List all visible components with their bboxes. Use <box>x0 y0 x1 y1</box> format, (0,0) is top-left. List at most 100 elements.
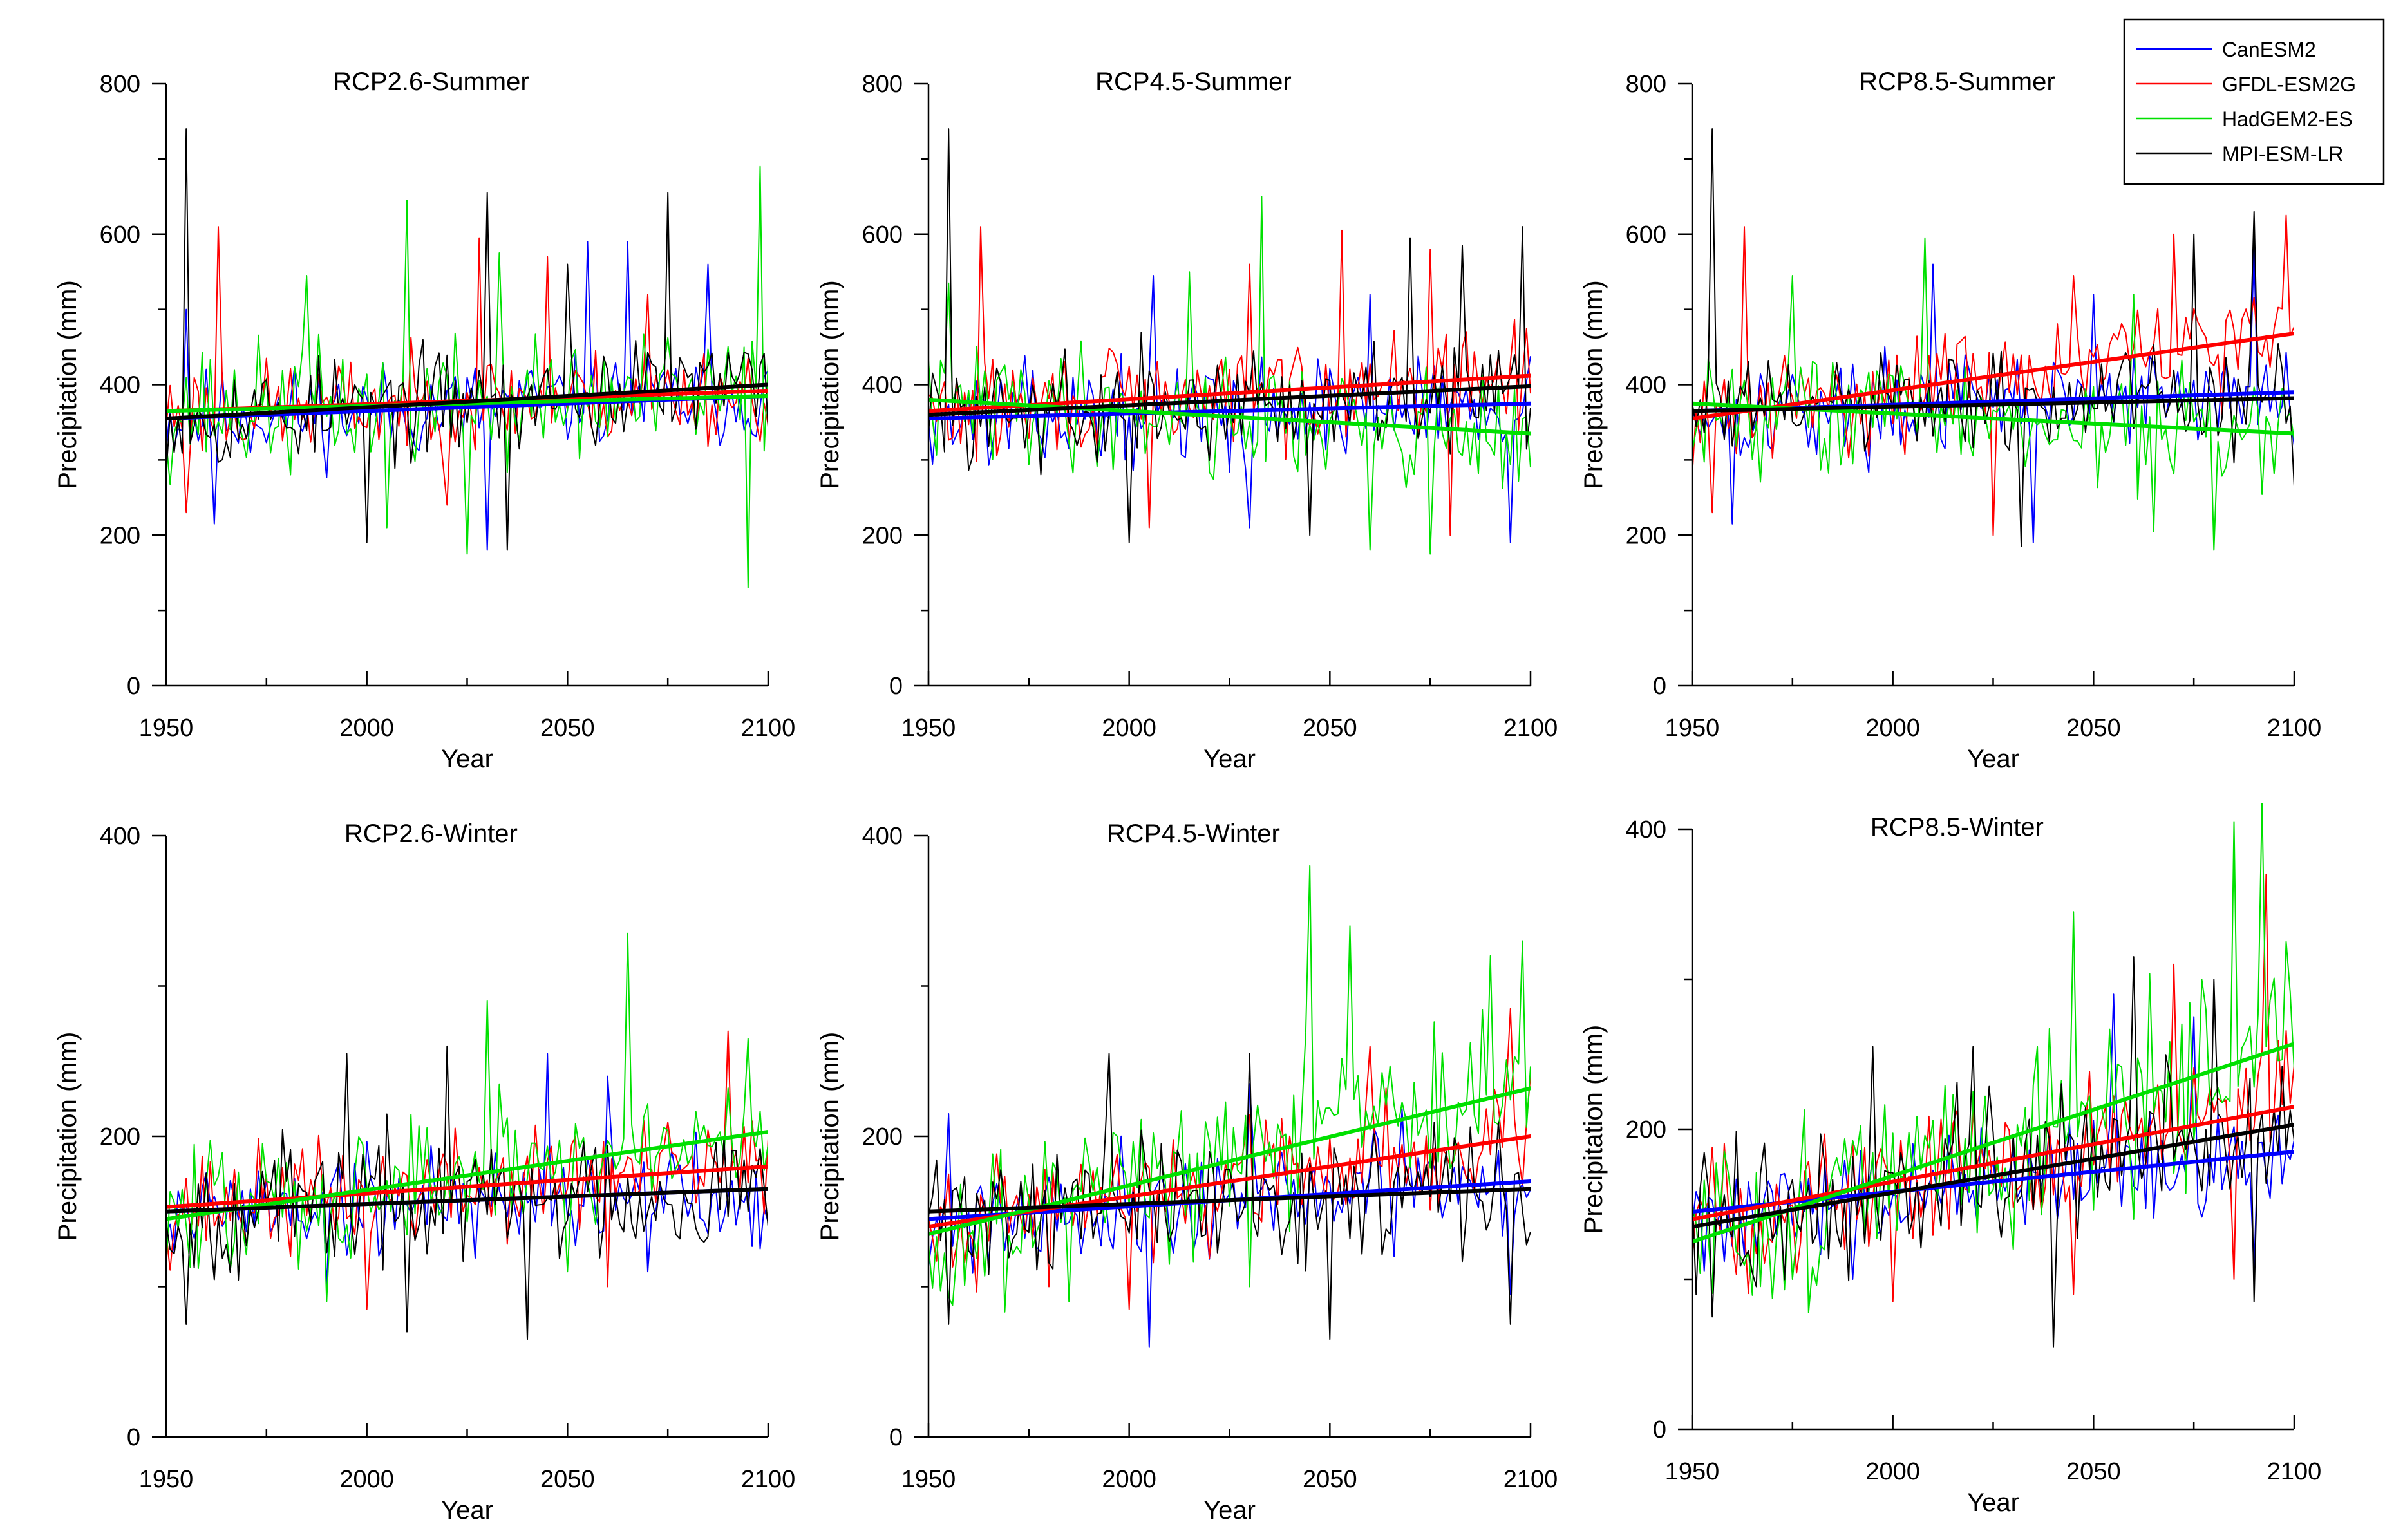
y-tick-label: 0 <box>127 673 140 700</box>
x-axis-label: Year <box>1967 1488 2019 1517</box>
x-tick-label: 2050 <box>1303 1466 1357 1493</box>
trend-line-mpi-esm-lr <box>928 384 1531 417</box>
y-tick-label: 400 <box>100 823 140 850</box>
y-tick-label: 400 <box>100 372 140 399</box>
chart-panel-rcp2-6-summer: 0 200 400 600 800 1950 2000 2050 2100 RCP2.6-Summ… <box>53 68 795 773</box>
y-tick-label: 800 <box>1626 71 1666 98</box>
y-axis-label: Precipitation (mm) <box>53 280 82 489</box>
x-tick-label: 2100 <box>1503 1466 1558 1493</box>
series-line-canesm2 <box>1692 245 2294 543</box>
chart-panel-rcp2-6-winter: 0 200 400 1950 2000 2050 2100 RCP2.6-Winter Year… <box>53 820 795 1525</box>
x-axis-label: Year <box>1203 745 1256 773</box>
x-tick-label: 1950 <box>901 1466 956 1493</box>
x-axis-label: Year <box>1967 745 2019 773</box>
y-tick-label: 200 <box>862 1123 903 1150</box>
y-axis-label: Precipitation (mm) <box>1579 1025 1608 1234</box>
x-tick-label: 2100 <box>741 1466 796 1493</box>
chart-title: RCP8.5-Winter <box>1871 813 2044 841</box>
y-tick-label: 0 <box>1653 1416 1666 1443</box>
series-line-hadgem2-es <box>928 196 1531 555</box>
x-tick-label: 2000 <box>339 715 394 742</box>
series-group <box>1692 128 2294 551</box>
series-line-mpi-esm-lr <box>166 128 768 551</box>
series-group <box>166 932 768 1340</box>
y-axis-label: Precipitation (mm) <box>53 1032 82 1241</box>
series-group <box>1692 803 2294 1348</box>
x-tick-label: 2100 <box>2267 1458 2322 1485</box>
chart-panel-rcp4-5-winter: 0 200 400 1950 2000 2050 2100 RCP4.5-Winter Year… <box>816 820 1558 1525</box>
y-tick-label: 400 <box>1626 816 1666 843</box>
trend-line-gfdl-esm2g <box>166 1164 768 1209</box>
x-tick-label: 1950 <box>1665 715 1720 742</box>
chart-panel-rcp8-5-winter: 0 200 400 1950 2000 2050 2100 RCP8.5-Winter Year… <box>1579 803 2322 1517</box>
y-tick-label: 600 <box>100 221 140 249</box>
series-line-mpi-esm-lr <box>1692 128 2294 547</box>
legend-label-hadgem2-es: HadGEM2-ES <box>2222 108 2353 131</box>
y-axis-label: Precipitation (mm) <box>816 1032 844 1241</box>
series-group <box>166 128 768 589</box>
legend-label-gfdl-esm2g: GFDL-ESM2G <box>2222 73 2356 96</box>
trend-line-mpi-esm-lr <box>166 382 768 421</box>
series-line-gfdl-esm2g <box>928 226 1531 536</box>
trend-line-canesm2 <box>928 401 1531 421</box>
x-tick-label: 2000 <box>1865 1458 1920 1485</box>
y-tick-label: 0 <box>1653 673 1666 700</box>
y-axis-label: Precipitation (mm) <box>1579 280 1608 489</box>
trend-line-gfdl-esm2g <box>1692 1105 2294 1221</box>
y-tick-label: 200 <box>1626 522 1666 549</box>
trend-line-mpi-esm-lr <box>1692 1123 2294 1229</box>
chart-title: RCP4.5-Winter <box>1107 820 1280 848</box>
series-line-gfdl-esm2g <box>1692 214 2294 536</box>
y-tick-label: 0 <box>889 673 903 700</box>
x-tick-label: 2050 <box>540 1466 595 1493</box>
y-tick-label: 600 <box>862 221 903 249</box>
x-tick-label: 1950 <box>901 715 956 742</box>
legend-label-mpi-esm-lr: MPI-ESM-LR <box>2222 142 2343 165</box>
y-tick-label: 600 <box>1626 221 1666 249</box>
x-tick-label: 2000 <box>339 1466 394 1493</box>
y-tick-label: 800 <box>100 71 140 98</box>
chart-panel-rcp4-5-summer: 0 200 400 600 800 1950 2000 2050 2100 RCP4.5-Summ… <box>816 68 1558 773</box>
chart-title: RCP4.5-Summer <box>1095 68 1292 96</box>
trend-line-mpi-esm-lr <box>928 1187 1531 1214</box>
x-tick-label: 2100 <box>741 715 796 742</box>
series-line-hadgem2-es <box>1692 237 2294 551</box>
x-axis-label: Year <box>441 1496 493 1525</box>
series-line-gfdl-esm2g <box>928 1008 1531 1310</box>
series-line-hadgem2-es <box>928 865 1531 1313</box>
series-line-hadgem2-es <box>166 165 768 589</box>
series-line-gfdl-esm2g <box>166 226 768 514</box>
trend-line-hadgem2-es <box>928 1086 1531 1236</box>
x-tick-label: 2100 <box>1503 715 1558 742</box>
chart-title: RCP2.6-Winter <box>344 820 518 848</box>
y-tick-label: 200 <box>862 522 903 549</box>
y-tick-label: 400 <box>862 372 903 399</box>
x-tick-label: 1950 <box>1665 1458 1720 1485</box>
y-tick-label: 400 <box>1626 372 1666 399</box>
x-tick-label: 2000 <box>1865 715 1920 742</box>
y-tick-label: 800 <box>862 71 903 98</box>
series-group <box>928 865 1531 1348</box>
series-line-mpi-esm-lr <box>928 1053 1531 1340</box>
x-tick-label: 1950 <box>139 1466 194 1493</box>
series-line-mpi-esm-lr <box>1692 956 2294 1348</box>
series-line-canesm2 <box>1692 993 2294 1280</box>
trend-line-hadgem2-es <box>166 1129 768 1221</box>
x-tick-label: 2100 <box>2267 715 2322 742</box>
series-line-mpi-esm-lr <box>928 128 1531 543</box>
x-tick-label: 2050 <box>540 715 595 742</box>
x-tick-label: 2000 <box>1102 715 1156 742</box>
y-axis-label: Precipitation (mm) <box>816 280 844 489</box>
y-tick-label: 0 <box>889 1424 903 1451</box>
y-tick-label: 0 <box>127 1424 140 1451</box>
x-axis-label: Year <box>441 745 493 773</box>
chart-panel-rcp8-5-summer: 0 200 400 600 800 1950 2000 2050 2100 RCP8.5-Summ… <box>1579 68 2321 773</box>
trend-line-hadgem2-es <box>928 397 1531 436</box>
legend-label-canesm2: CanESM2 <box>2222 38 2316 61</box>
x-tick-label: 2050 <box>2066 1458 2121 1485</box>
legend-box <box>2123 18 2385 185</box>
y-tick-label: 200 <box>100 1123 140 1150</box>
trend-line-gfdl-esm2g <box>1692 332 2294 421</box>
y-tick-label: 200 <box>1626 1116 1666 1143</box>
